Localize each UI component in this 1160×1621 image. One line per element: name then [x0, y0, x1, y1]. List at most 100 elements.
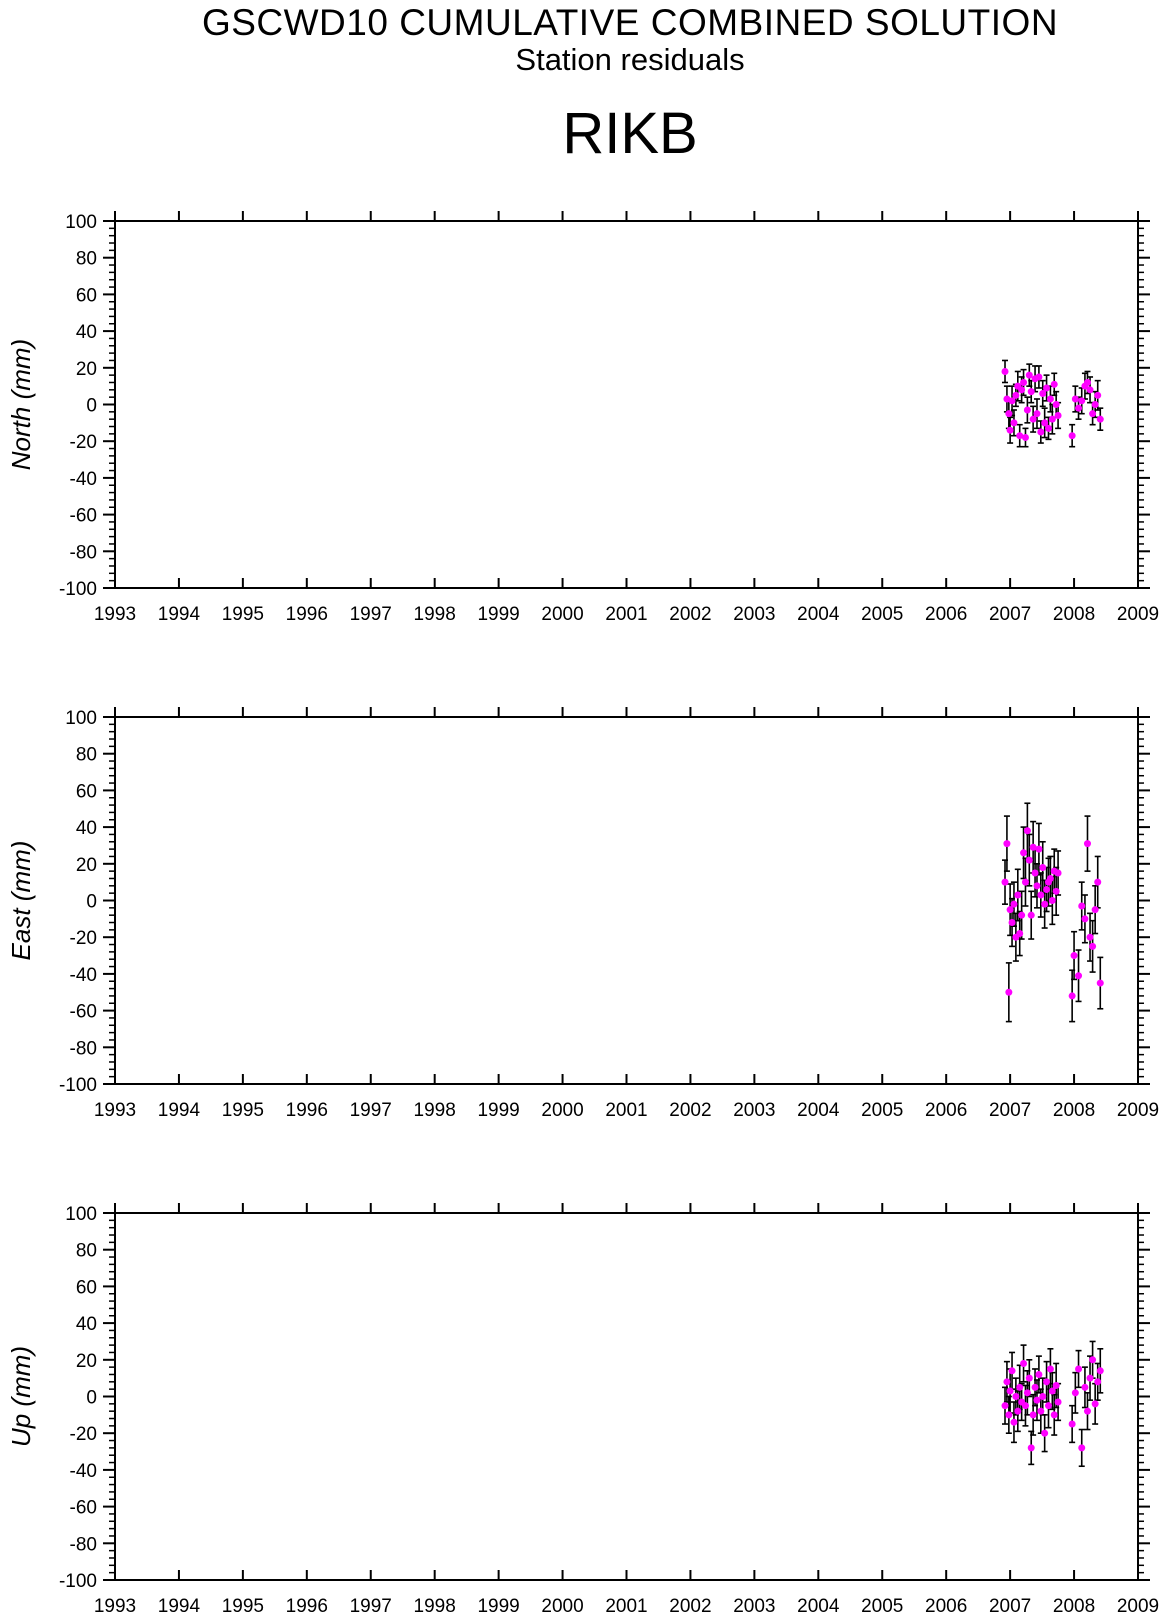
data-point — [1089, 1356, 1097, 1364]
x-tick-label: 1999 — [477, 1596, 519, 1617]
y-tick-label: -80 — [70, 1038, 97, 1059]
data-point — [1075, 1365, 1083, 1373]
data-point — [1016, 1383, 1024, 1391]
data-point — [1027, 911, 1035, 919]
x-tick-label: 1994 — [158, 1100, 201, 1121]
data-point — [1035, 845, 1043, 853]
y-tick-label: -80 — [70, 542, 97, 563]
data-point — [1001, 367, 1009, 375]
plot-frame — [114, 220, 1139, 589]
data-point — [1054, 412, 1062, 420]
data-point — [1091, 401, 1099, 408]
data-point — [1021, 1402, 1029, 1410]
data-point — [1021, 434, 1029, 442]
y-tick-label: 60 — [76, 1277, 97, 1298]
x-tick-label: 1998 — [414, 1100, 456, 1121]
x-tick-label: 2004 — [797, 604, 840, 625]
data-point — [1048, 897, 1056, 904]
data-point — [1083, 1407, 1091, 1415]
data-point — [1071, 395, 1079, 403]
data-point — [1046, 1365, 1054, 1373]
x-tick-label: 2007 — [989, 604, 1031, 625]
data-point — [1006, 1387, 1014, 1395]
data-point — [1052, 1381, 1060, 1389]
y-tick-label: 60 — [76, 285, 97, 306]
x-tick-label: 1996 — [286, 1596, 328, 1617]
plot-frame — [114, 716, 1139, 1085]
data-point — [1008, 919, 1016, 927]
y-tick-label: -20 — [70, 1424, 97, 1445]
data-point — [1037, 1407, 1045, 1415]
data-point — [1018, 911, 1026, 919]
station-name: RIKB — [562, 101, 698, 166]
data-point — [1010, 900, 1018, 908]
y-tick-label: 20 — [76, 855, 97, 876]
data-point — [1025, 856, 1033, 864]
data-point — [1094, 1378, 1102, 1386]
x-tick-label: 2008 — [1053, 1100, 1095, 1121]
data-point — [1003, 1378, 1011, 1386]
data-point — [1041, 900, 1049, 908]
data-point — [1016, 930, 1024, 938]
x-tick-label: 2007 — [989, 1100, 1031, 1121]
x-tick-label: 2002 — [669, 1596, 711, 1617]
data-point — [1001, 1402, 1009, 1410]
x-tick-label: 1998 — [414, 604, 456, 625]
x-tick-label: 2009 — [1117, 604, 1159, 625]
data-point — [1041, 1429, 1049, 1437]
data-point — [1089, 410, 1097, 418]
x-tick-label: 2009 — [1117, 1100, 1159, 1121]
y-tick-label: 80 — [76, 1241, 97, 1262]
x-tick-label: 2007 — [989, 1596, 1031, 1617]
y-tick-label: 20 — [76, 359, 97, 380]
data-point — [1031, 869, 1039, 877]
x-tick-label: 2001 — [605, 1596, 647, 1617]
x-tick-label: 1993 — [94, 1596, 136, 1617]
x-tick-label: 1996 — [286, 1100, 328, 1121]
x-tick-label: 1995 — [222, 1596, 264, 1617]
x-tick-label: 2002 — [669, 1100, 711, 1121]
x-tick-label: 1993 — [94, 604, 136, 625]
data-point — [1078, 902, 1086, 910]
data-point — [1006, 906, 1014, 914]
data-point — [1027, 388, 1035, 396]
data-point — [1086, 386, 1094, 394]
data-point — [1094, 878, 1102, 886]
x-tick-label: 1998 — [414, 1596, 456, 1617]
data-point — [1044, 1402, 1052, 1410]
data-point — [1023, 406, 1031, 414]
y-axis-label: North (mm) — [6, 339, 36, 470]
y-tick-label: -80 — [70, 1534, 97, 1555]
data-point — [1035, 1370, 1043, 1378]
x-tick-label: 2006 — [925, 1100, 967, 1121]
data-point — [1054, 869, 1062, 877]
data-point — [1043, 885, 1051, 893]
y-tick-label: 20 — [76, 1351, 97, 1372]
chart-title: GSCWD10 CUMULATIVE COMBINED SOLUTION — [201, 2, 1059, 43]
panel-2: 1993 1994 1995 1996 1997 1998 1999 2000 2001 2002… — [6, 707, 1159, 1121]
data-point — [1052, 401, 1060, 408]
y-tick-label: -100 — [59, 1075, 97, 1096]
x-tick-label: 2003 — [733, 604, 775, 625]
x-tick-label: 1994 — [158, 1596, 201, 1617]
data-point — [1039, 389, 1047, 397]
x-tick-label: 1995 — [222, 604, 264, 625]
data-point — [1044, 424, 1052, 432]
data-point — [1027, 1444, 1035, 1452]
x-tick-label: 2006 — [925, 1596, 967, 1617]
x-tick-label: 1995 — [222, 1100, 264, 1121]
data-point — [1041, 419, 1049, 427]
data-point — [1014, 891, 1022, 899]
data-point — [1070, 952, 1078, 960]
y-tick-label: 40 — [76, 818, 97, 839]
data-point — [1012, 391, 1020, 399]
data-point — [1035, 373, 1043, 381]
x-tick-label: 2006 — [925, 604, 967, 625]
x-tick-label: 2004 — [797, 1100, 840, 1121]
x-tick-label: 2003 — [733, 1100, 775, 1121]
y-tick-label: -100 — [59, 579, 97, 600]
y-tick-label: -20 — [70, 928, 97, 949]
data-point — [1081, 1383, 1089, 1391]
data-point — [1029, 415, 1037, 423]
y-tick-label: -60 — [70, 1002, 97, 1023]
